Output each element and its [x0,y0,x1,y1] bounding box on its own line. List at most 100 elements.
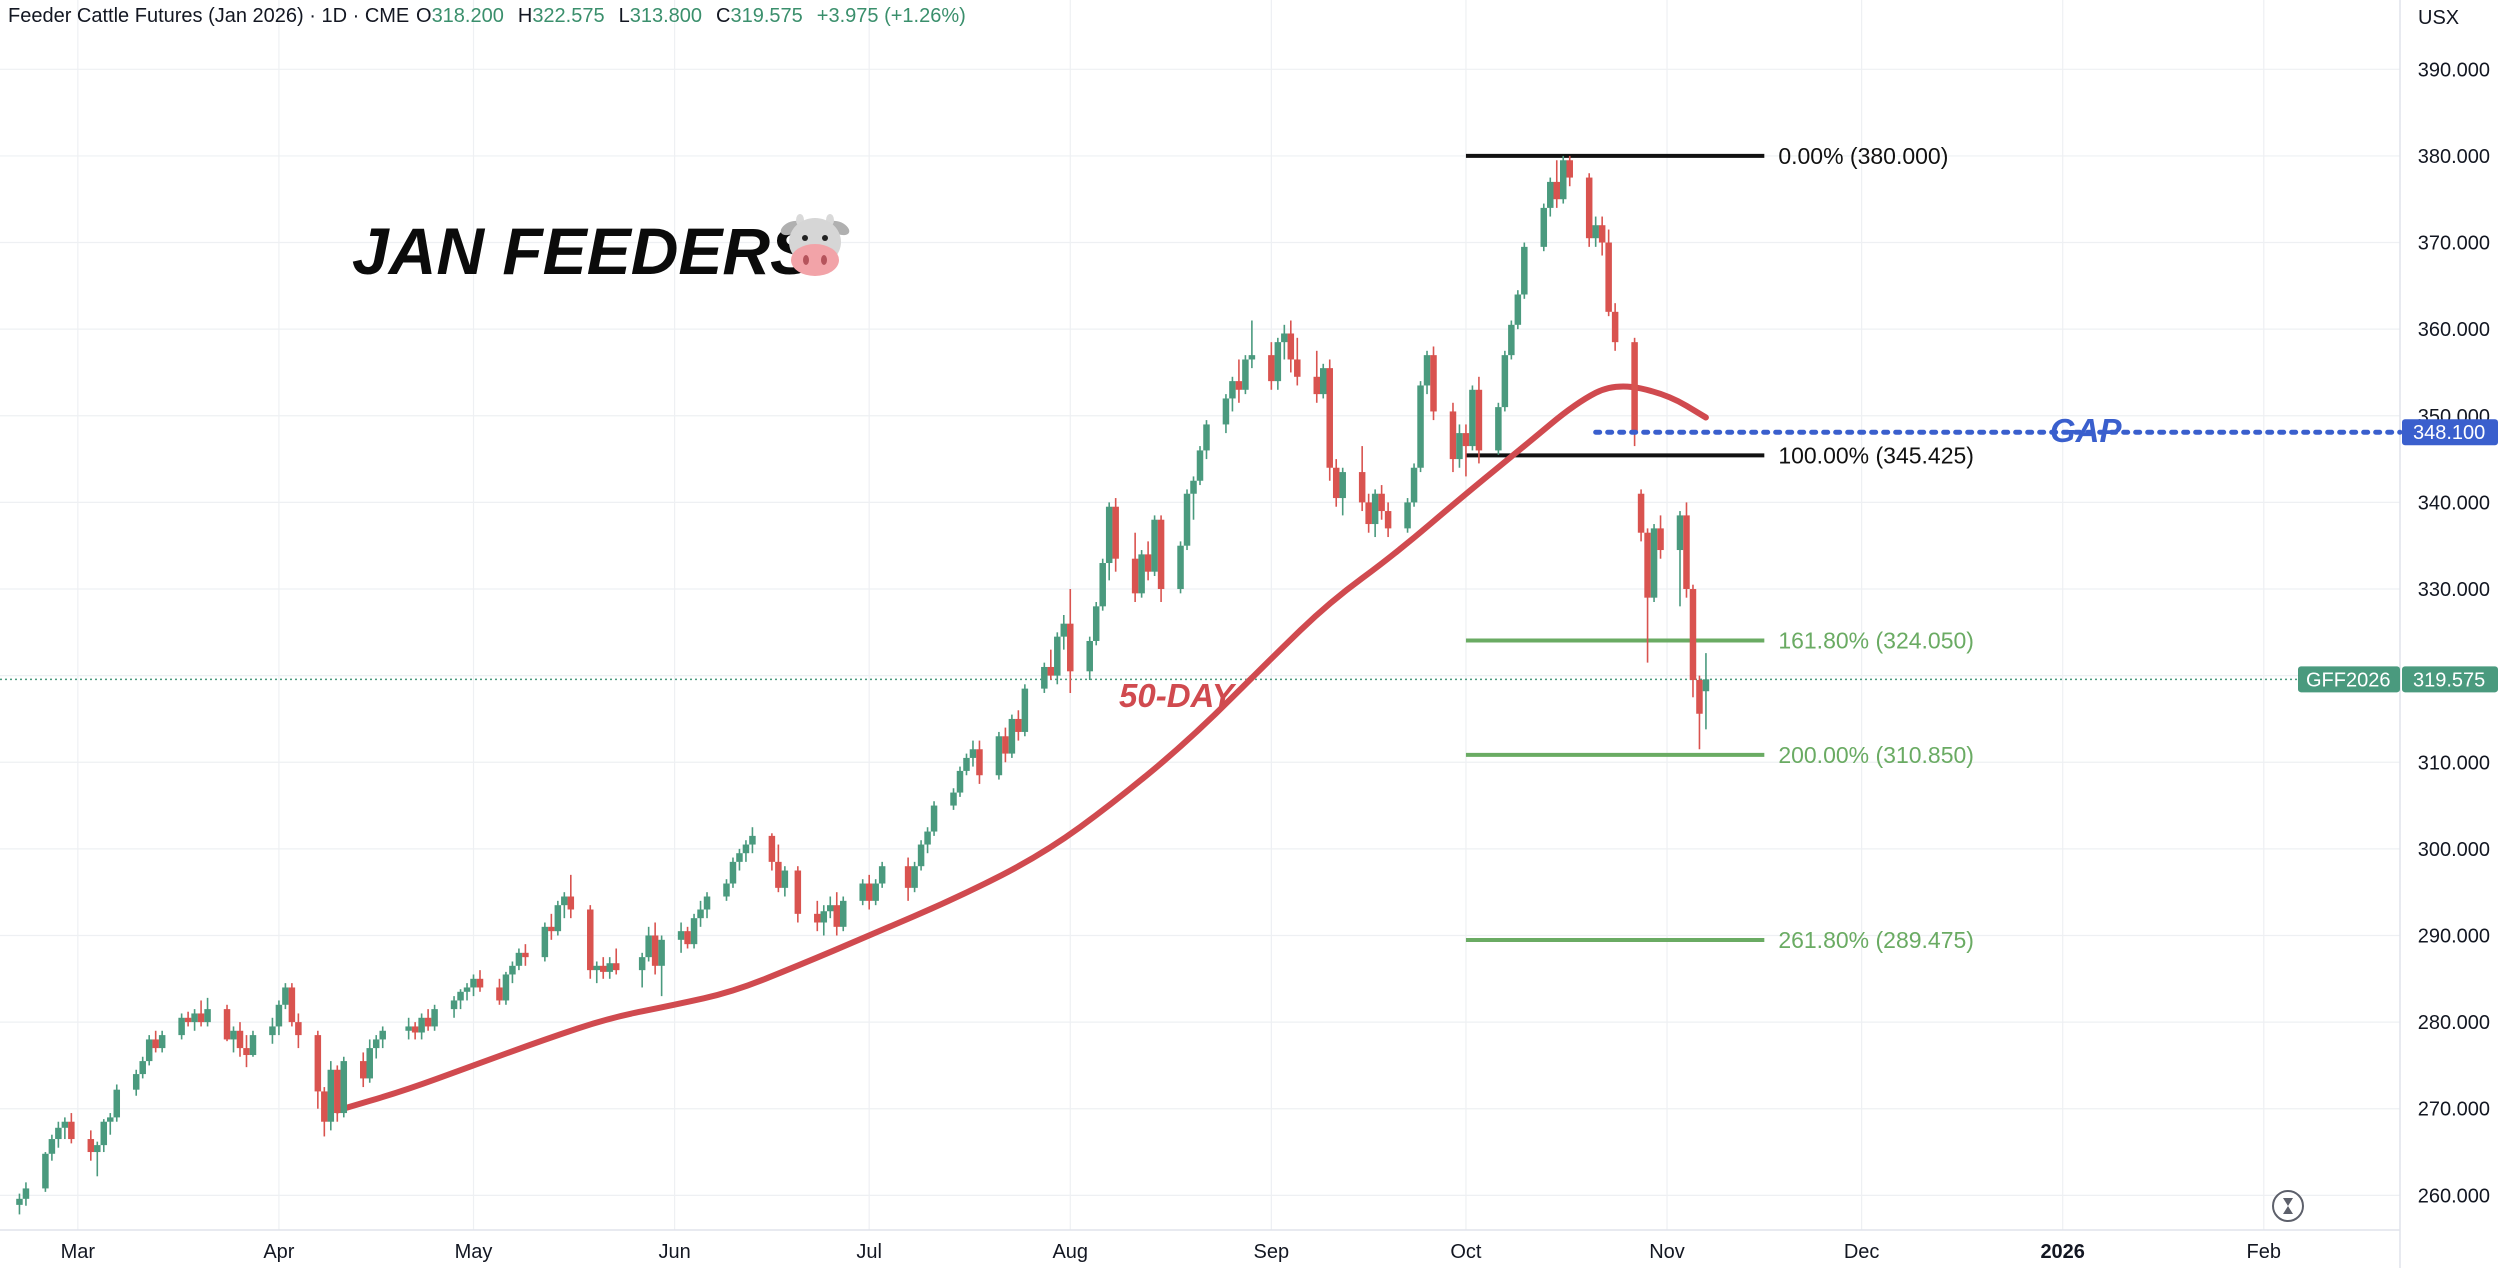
candle [1047,649,1055,680]
candle [1417,381,1424,473]
candle [742,840,750,862]
low-value: 313.800 [630,5,702,27]
fibonacci-extension[interactable]: 0.00% (380.000) 100.00% (345.425) 161.80% … [1465,143,1974,953]
candle [930,801,938,836]
x-axis[interactable]: Mar Apr May Jun Jul Aug Sep Oct Nov Dec 2026 Feb [61,1241,2281,1263]
candle [1631,337,1638,447]
candle [645,926,652,962]
candle [561,892,568,919]
candle [541,922,549,962]
candle [68,1113,75,1144]
candle [587,905,594,979]
candle [690,913,698,949]
candle [1585,173,1593,247]
candle [1462,424,1470,477]
candle [204,997,211,1027]
candle [16,1193,23,1215]
candle [269,1017,276,1044]
y-tick-label: 390.000 [2418,59,2490,81]
candle [820,905,828,936]
candle [651,922,659,975]
candle [1203,420,1210,460]
candle [1112,498,1119,572]
candle [1378,485,1385,520]
fib-level-label: 200.00% (310.850) [1778,742,1974,768]
candle [1151,515,1158,577]
candle [1326,359,1333,481]
candle [1086,636,1093,680]
chart-annotation-title: JAN FEEDERS [352,214,814,288]
fib-level-label: 0.00% (380.000) [1778,143,1948,169]
candle [411,1022,419,1040]
candle [567,874,575,919]
candle [1008,714,1016,758]
candle [94,1141,101,1177]
candle [1060,615,1068,650]
ma-annotation: 50-DAY [1119,677,1237,714]
candle [1456,424,1463,468]
candle [859,879,866,906]
low-label: L [619,5,630,27]
high-label: H [518,5,532,27]
x-tick-label: Sep [1254,1241,1290,1263]
candle [781,866,789,897]
candle [100,1119,108,1153]
candles [16,155,1710,1215]
candle [1702,653,1710,730]
x-tick-label: Dec [1844,1241,1880,1263]
candle [1689,584,1697,698]
candle [1683,502,1690,598]
candle [554,900,562,936]
candle [1281,324,1288,360]
candle [509,961,516,984]
candle [496,978,503,1005]
candle [612,948,620,975]
candle [145,1035,153,1066]
gap-price-tag-text: 348.100 [2413,422,2485,444]
candle [969,740,977,767]
candle [1067,589,1074,693]
candle [359,1052,367,1088]
candle [158,1030,166,1053]
y-tick-label: 310.000 [2418,752,2490,774]
hourglass-icon[interactable] [2272,1190,2304,1222]
moving-average-50 [334,383,1709,1114]
x-tick-label: Oct [1450,1241,1482,1263]
high-value: 322.575 [532,5,604,27]
candle [132,1069,140,1096]
ma-line [334,383,1709,1114]
candle [1274,337,1282,390]
currency-label[interactable]: USX [2418,7,2459,29]
candle [814,900,821,932]
y-axis[interactable]: 260.000 270.000 280.000 290.000 300.000 310.0… [2418,59,2490,1207]
y-tick-label: 380.000 [2418,146,2490,168]
candle [1449,402,1457,473]
candle [1054,632,1061,685]
candle [1144,541,1152,581]
fib-level-label: 261.80% (289.475) [1778,927,1974,953]
candle [236,1022,244,1057]
candle [197,1000,205,1027]
candle [1566,155,1573,187]
candle [911,861,918,893]
x-tick-label: Mar [61,1241,96,1263]
candle [249,1030,257,1057]
candle [1157,515,1165,603]
candle [1183,489,1191,551]
candle [476,970,484,992]
candle [1268,342,1275,390]
candle [1611,303,1619,351]
candle [593,961,601,984]
candle [1514,290,1522,330]
candle [839,896,847,932]
symbol-title: Feeder Cattle Futures (Jan 2026) · 1D · … [8,5,409,27]
candle [1637,489,1645,542]
candle [1469,385,1476,451]
candle [450,996,458,1018]
candle [431,1004,438,1031]
candle [502,971,510,1005]
symbol-tag-text: GFF2026 [2306,669,2390,691]
candle [1559,155,1567,204]
candle [950,788,957,810]
